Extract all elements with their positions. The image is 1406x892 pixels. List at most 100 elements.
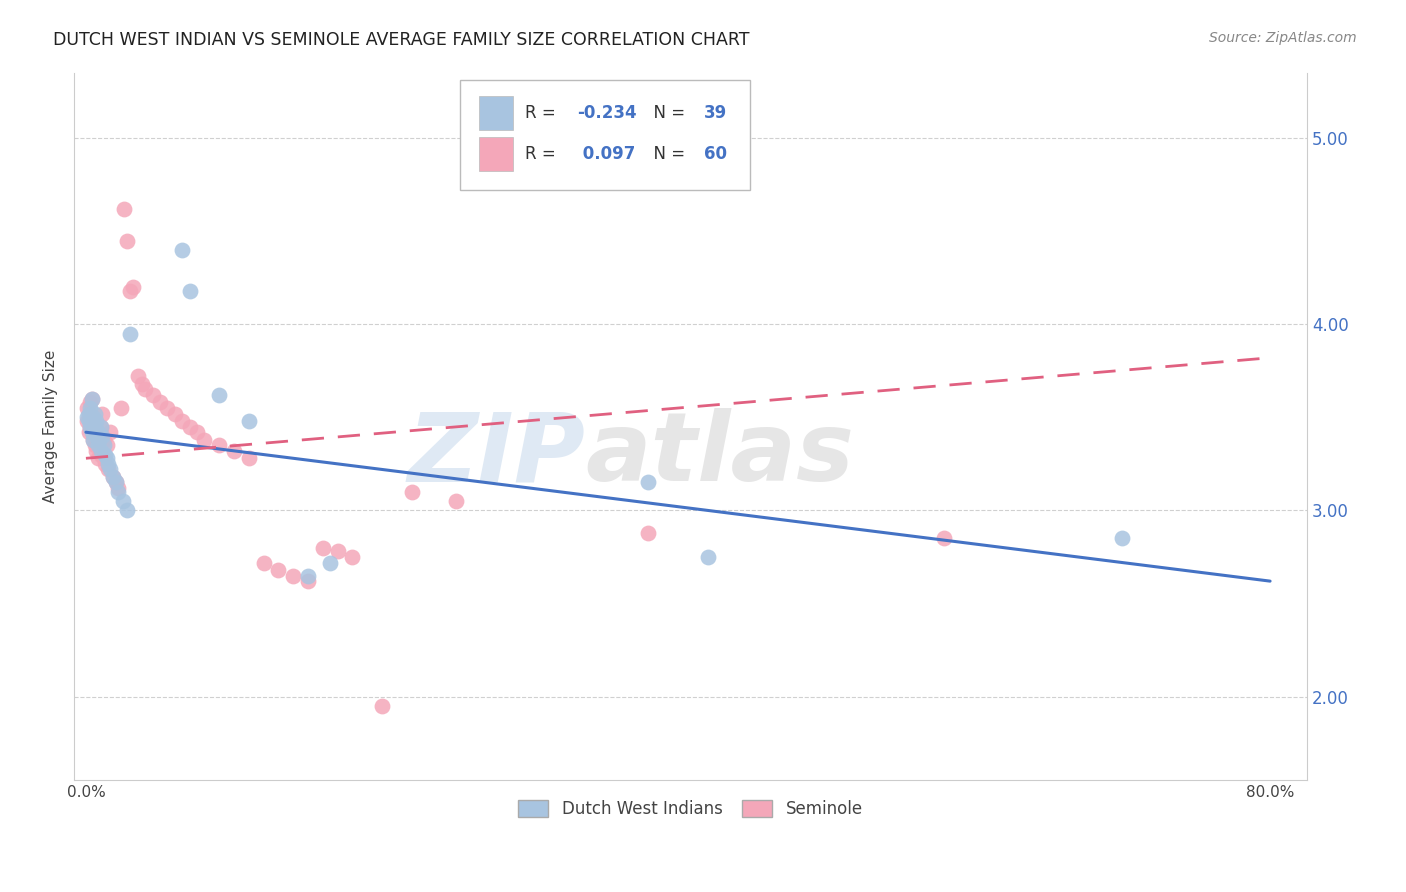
Point <box>131 376 153 391</box>
Point <box>77 407 100 421</box>
Point <box>637 525 659 540</box>
Point <box>179 284 201 298</box>
Point <box>91 429 114 443</box>
Point <box>104 475 127 490</box>
Point <box>84 429 107 443</box>
Point <box>89 438 111 452</box>
Point <box>297 574 319 588</box>
Point <box>76 410 98 425</box>
Point <box>104 475 127 490</box>
Text: DUTCH WEST INDIAN VS SEMINOLE AVERAGE FAMILY SIZE CORRELATION CHART: DUTCH WEST INDIAN VS SEMINOLE AVERAGE FA… <box>53 31 749 49</box>
Point <box>87 425 110 440</box>
Point <box>342 549 364 564</box>
Point <box>87 438 110 452</box>
Point <box>83 438 105 452</box>
Point <box>82 433 104 447</box>
Point <box>1111 532 1133 546</box>
Point <box>238 414 260 428</box>
Point <box>696 549 718 564</box>
Point <box>80 392 103 406</box>
Point <box>77 425 100 440</box>
Point <box>319 556 342 570</box>
Point <box>90 419 112 434</box>
Point <box>96 438 118 452</box>
Text: 60: 60 <box>704 145 727 163</box>
Text: Source: ZipAtlas.com: Source: ZipAtlas.com <box>1209 31 1357 45</box>
Point <box>134 383 156 397</box>
Point <box>83 407 105 421</box>
FancyBboxPatch shape <box>460 80 749 190</box>
Point <box>79 401 101 415</box>
FancyBboxPatch shape <box>478 96 513 130</box>
Point <box>156 401 179 415</box>
Point <box>101 470 124 484</box>
Point <box>252 556 274 570</box>
Text: -0.234: -0.234 <box>576 104 637 122</box>
Point <box>82 433 104 447</box>
Point <box>89 433 111 447</box>
Point <box>77 414 100 428</box>
Point <box>82 410 104 425</box>
Point <box>80 410 103 425</box>
Text: R =: R = <box>526 145 561 163</box>
Point <box>79 419 101 434</box>
Text: 0.097: 0.097 <box>576 145 636 163</box>
Point <box>82 414 104 428</box>
Legend: Dutch West Indians, Seminole: Dutch West Indians, Seminole <box>512 794 869 825</box>
Point <box>84 414 107 428</box>
Point <box>111 494 134 508</box>
Point <box>172 414 194 428</box>
Point <box>107 484 129 499</box>
Point <box>79 419 101 434</box>
Point <box>80 425 103 440</box>
Point <box>91 407 114 421</box>
Point <box>101 470 124 484</box>
Point <box>94 457 117 471</box>
Text: N =: N = <box>643 104 690 122</box>
Point <box>141 388 163 402</box>
Y-axis label: Average Family Size: Average Family Size <box>44 350 58 503</box>
Point <box>84 425 107 440</box>
Point <box>193 433 215 447</box>
Point <box>297 568 319 582</box>
Point <box>83 419 105 434</box>
Point <box>87 451 110 466</box>
Point <box>208 438 231 452</box>
Point <box>222 443 245 458</box>
Point <box>80 392 103 406</box>
Point <box>90 448 112 462</box>
Point <box>94 448 117 462</box>
Point <box>186 425 208 440</box>
Point <box>934 532 956 546</box>
Point <box>97 457 120 471</box>
Point <box>238 451 260 466</box>
Point <box>76 401 98 415</box>
Point <box>312 541 335 555</box>
Point <box>122 280 145 294</box>
Text: 39: 39 <box>704 104 727 122</box>
Point <box>84 443 107 458</box>
Point <box>163 407 186 421</box>
Point <box>77 407 100 421</box>
Text: atlas: atlas <box>586 409 855 501</box>
Point <box>117 234 139 248</box>
Point <box>96 451 118 466</box>
Point <box>93 451 115 466</box>
Point <box>117 503 139 517</box>
Point <box>149 395 172 409</box>
Point <box>93 438 115 452</box>
Point <box>79 395 101 409</box>
Point <box>172 243 194 257</box>
Point <box>179 419 201 434</box>
Point <box>110 401 132 415</box>
Point <box>127 369 149 384</box>
Point <box>371 698 394 713</box>
Point <box>98 462 121 476</box>
Point <box>97 462 120 476</box>
Text: N =: N = <box>643 145 690 163</box>
Point <box>120 284 142 298</box>
Point <box>93 433 115 447</box>
Point <box>120 326 142 341</box>
Point <box>283 568 305 582</box>
Point <box>76 414 98 428</box>
